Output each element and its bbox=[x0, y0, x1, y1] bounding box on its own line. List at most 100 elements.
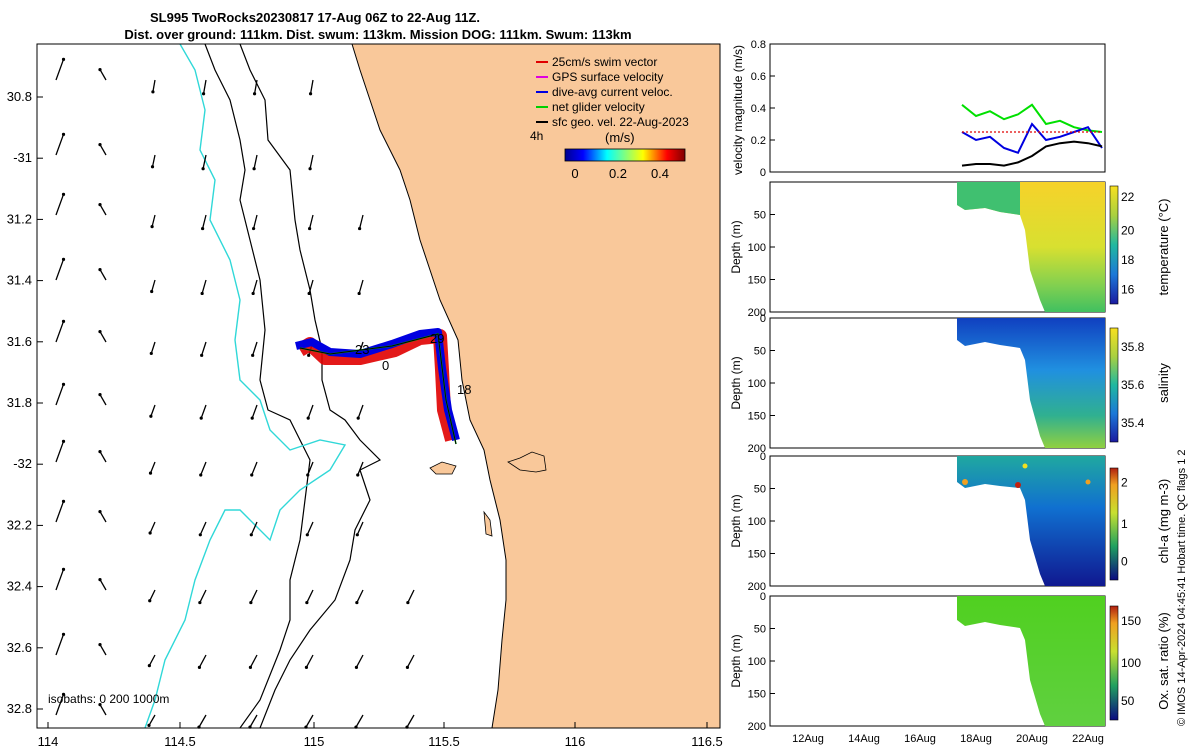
velocity-arrow bbox=[201, 341, 207, 356]
lon-tick-label: 115 bbox=[304, 734, 325, 749]
legend-label: net glider velocity bbox=[552, 100, 645, 114]
arrow-head bbox=[355, 533, 359, 537]
arrow-head bbox=[307, 353, 311, 357]
velocity-arrow bbox=[99, 451, 107, 463]
velocity-arrow bbox=[250, 521, 258, 536]
chl-hotspot bbox=[1015, 482, 1021, 488]
arrow-head bbox=[149, 414, 153, 418]
lat-tick-label: 31.2 bbox=[7, 211, 32, 226]
velocity-arrow bbox=[149, 521, 156, 534]
velocity-arrow bbox=[201, 214, 207, 229]
lon-tick-label: 115.5 bbox=[428, 734, 460, 749]
velocity-arrow bbox=[249, 654, 258, 668]
velocity-arrow bbox=[99, 69, 107, 81]
depth-tick: 200 bbox=[748, 443, 766, 455]
arrow-head bbox=[201, 92, 206, 96]
velocity-arrow bbox=[55, 134, 65, 156]
oxygen-field bbox=[957, 596, 1105, 726]
depth-tick: 200 bbox=[748, 721, 766, 733]
arrow-head bbox=[355, 600, 359, 605]
velocity-arrow bbox=[198, 714, 207, 728]
isobath-0 bbox=[144, 44, 347, 728]
arrow-head bbox=[354, 665, 359, 669]
arrow-head bbox=[198, 600, 202, 605]
velocity-arrow bbox=[150, 341, 156, 354]
arrow-head bbox=[252, 226, 256, 231]
arrow-head bbox=[98, 68, 102, 72]
legend-label: sfc geo. vel. 22-Aug-2023 bbox=[552, 115, 689, 129]
legend-label: GPS surface velocity bbox=[552, 70, 663, 84]
arrow-head bbox=[147, 663, 151, 668]
island bbox=[507, 451, 547, 473]
arrow-head bbox=[406, 600, 410, 605]
velocity-arrow bbox=[99, 511, 107, 523]
arrow-head bbox=[147, 723, 151, 727]
colorbar-tick: 35.4 bbox=[1121, 416, 1145, 430]
velocity-arrow bbox=[55, 501, 65, 523]
track-label: 0 bbox=[382, 358, 389, 373]
vel-series-dive-avg-current bbox=[961, 122, 1103, 155]
isobath-200 bbox=[239, 44, 382, 728]
velocity-arrow bbox=[151, 279, 156, 292]
arrow-head bbox=[356, 473, 360, 477]
velocity-arrow bbox=[357, 404, 364, 419]
velocity-arrow bbox=[253, 79, 258, 94]
velocity-arrow bbox=[99, 331, 107, 343]
arrow-head bbox=[151, 90, 155, 94]
colorbar-tick: 18 bbox=[1121, 253, 1135, 267]
sfc-geo-line bbox=[299, 333, 457, 445]
depth-tick: 50 bbox=[754, 210, 766, 222]
velocity-arrow bbox=[99, 644, 107, 656]
arrow-head bbox=[251, 353, 255, 357]
velocity-lines bbox=[961, 103, 1103, 167]
arrow-head bbox=[150, 225, 154, 229]
oxygen-colorbar bbox=[1109, 605, 1119, 721]
lat-tick-label: 32.8 bbox=[7, 701, 32, 716]
arrow-head bbox=[61, 132, 66, 136]
title-line-2: Dist. over ground: 111km. Dist. swum: 11… bbox=[124, 27, 631, 42]
lat-tick-label: 31.6 bbox=[7, 334, 32, 349]
glider-track bbox=[295, 328, 460, 445]
lat-tick-label: 31.8 bbox=[7, 395, 32, 410]
track-label: 18 bbox=[457, 382, 471, 397]
temperature-field bbox=[957, 182, 1105, 312]
velocity-arrow bbox=[149, 461, 156, 474]
velocity-arrow bbox=[99, 144, 107, 156]
depth-tick: 200 bbox=[748, 581, 766, 593]
velocity-arrow bbox=[55, 384, 65, 406]
colorbar-tick: 1 bbox=[1121, 517, 1128, 531]
map-panel: 23 0 29 18 25cm/s swim vector GPS surfac… bbox=[7, 43, 723, 749]
arrow-head bbox=[250, 416, 254, 420]
velocity-arrow bbox=[55, 441, 65, 463]
lat-tick-label: 31.4 bbox=[7, 273, 32, 288]
colorbar-title: temperature (°C) bbox=[1156, 199, 1171, 296]
velocity-arrow bbox=[148, 654, 156, 666]
depth-label: Depth (m) bbox=[729, 494, 743, 547]
arrow-head bbox=[306, 473, 310, 477]
velocity-arrow bbox=[407, 589, 415, 603]
isobath-1000 bbox=[204, 44, 311, 728]
colorbar-tick: 16 bbox=[1121, 282, 1135, 296]
velocity-arrow bbox=[149, 589, 156, 602]
velocity-arrow bbox=[308, 279, 314, 294]
depth-tick: 100 bbox=[748, 242, 766, 254]
colorbar-tick: 0.2 bbox=[609, 166, 627, 181]
arrow-head bbox=[149, 351, 153, 356]
velocity-arrow bbox=[305, 654, 314, 668]
velocity-arrow bbox=[152, 79, 156, 92]
track-label: 29 bbox=[430, 331, 444, 346]
depth-tick: 50 bbox=[754, 624, 766, 636]
lon-tick-label: 116.5 bbox=[691, 734, 723, 749]
arrow-head bbox=[405, 665, 410, 669]
arrow-head bbox=[249, 533, 253, 537]
track-label: 23 bbox=[355, 342, 369, 357]
arrow-head bbox=[150, 165, 155, 169]
velocity-arrow bbox=[150, 404, 156, 417]
vel-ylabel: velocity magnitude (m/s) bbox=[731, 45, 745, 175]
vel-ytick: 0.4 bbox=[751, 103, 766, 115]
arrow-head bbox=[61, 632, 66, 636]
arrow-head bbox=[201, 226, 205, 231]
colorbar-title: chl-a (mg m-3) bbox=[1156, 479, 1171, 564]
velocity-arrow bbox=[99, 269, 107, 281]
velocity-arrow bbox=[55, 569, 65, 591]
